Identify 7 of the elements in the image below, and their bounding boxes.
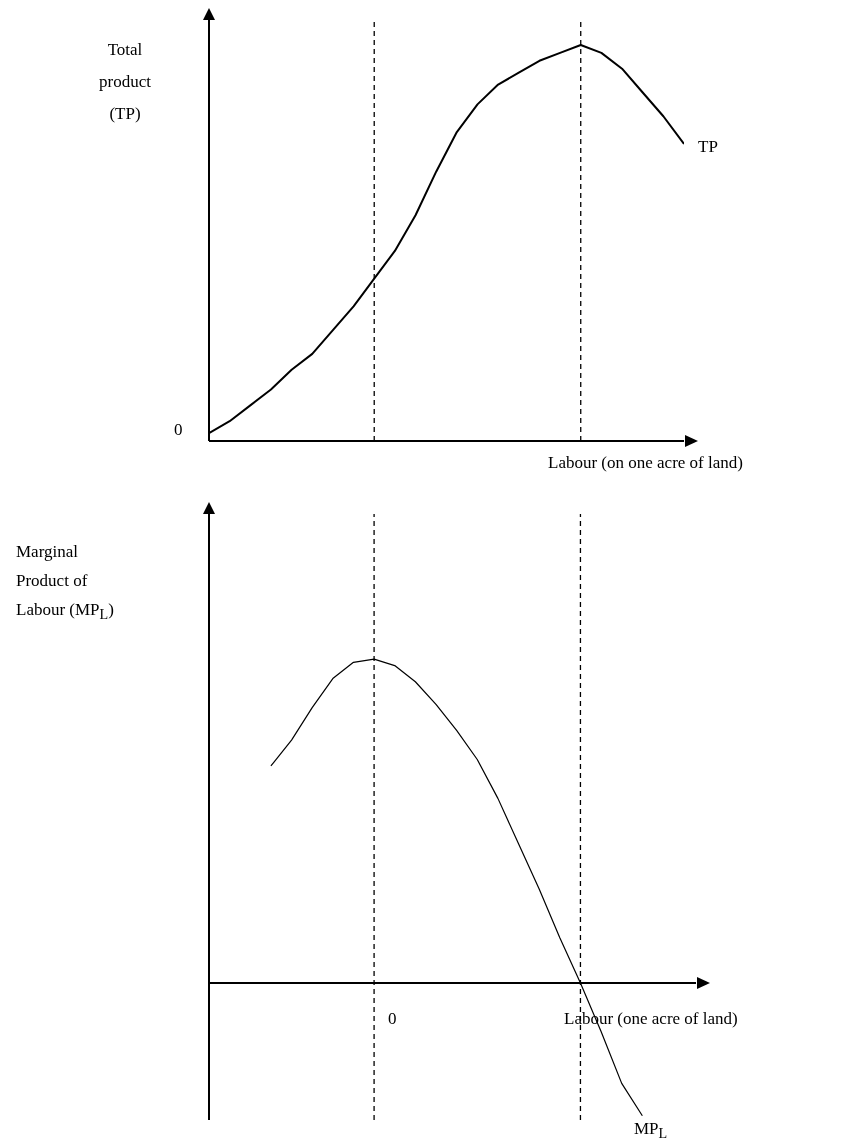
text: 0 <box>174 419 183 441</box>
x-axis-title: Labour (on one acre of land) <box>548 452 743 474</box>
y-axis-title: Marginal Product of Labour (MP$_{L}$) <box>16 541 115 625</box>
series-label: TP <box>698 136 718 158</box>
annotation: 0 <box>388 1008 397 1030</box>
y-axis-title: Total product (TP) <box>98 39 152 125</box>
series-label: MP$_{L}$ <box>634 1118 668 1144</box>
